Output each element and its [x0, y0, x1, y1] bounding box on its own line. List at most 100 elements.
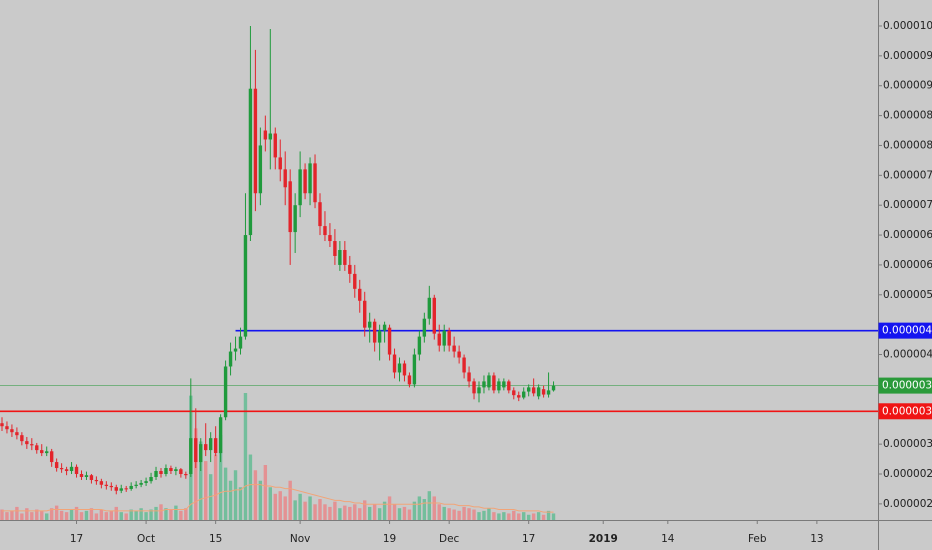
candle-body: [208, 438, 213, 451]
candle-body: [243, 235, 248, 337]
candle-body: [402, 363, 407, 376]
candle-body: [452, 345, 456, 352]
volume-bar: [114, 506, 118, 520]
candle-body: [238, 336, 243, 349]
volume-bar: [417, 496, 422, 520]
volume-bar: [387, 496, 392, 520]
candle-body: [283, 169, 287, 188]
volume-bar: [253, 470, 258, 520]
candle-body: [223, 366, 228, 418]
candle-body: [184, 474, 188, 476]
candle-body: [546, 390, 551, 395]
candle-body: [104, 484, 109, 486]
volume-bar: [5, 512, 9, 520]
volume-bar: [238, 487, 243, 520]
volume-bar: [54, 505, 59, 520]
y-tick-label: 0.00000550: [883, 289, 932, 301]
volume-bar: [84, 510, 89, 520]
x-tick-label: Feb: [748, 533, 767, 545]
candle-body: [303, 169, 307, 194]
candle-body: [134, 484, 138, 486]
candle-body: [328, 235, 332, 242]
volume-bar: [243, 393, 248, 520]
volume-bar: [119, 512, 123, 520]
volume-bar: [502, 512, 506, 520]
candle-body: [35, 445, 39, 451]
candle-body: [213, 438, 218, 454]
candle-body: [288, 181, 292, 233]
volume-bar: [452, 509, 456, 520]
candle-body: [397, 363, 402, 373]
candle-body: [422, 318, 427, 337]
volume-bar: [363, 500, 367, 520]
y-tick-label: 0.00000300: [883, 438, 932, 450]
volume-bar: [79, 512, 84, 520]
volume-bar: [268, 487, 273, 520]
volume-bar: [174, 505, 178, 520]
candle-body: [308, 163, 312, 194]
volume-bar: [124, 513, 128, 520]
volume-bar: [487, 508, 491, 520]
volume-bar: [348, 506, 352, 520]
volume-bar: [154, 506, 158, 520]
candle-body: [382, 324, 387, 331]
volume-bar: [353, 504, 357, 520]
y-tick-label: 0.00000950: [883, 50, 932, 62]
x-tick-label: Dec: [439, 533, 460, 545]
volume-bar: [546, 510, 551, 520]
candle-body: [526, 387, 531, 392]
candle-body: [268, 133, 273, 140]
y-tick-label: 0.00000250: [883, 468, 932, 480]
volume-bar: [377, 508, 382, 520]
candle-body: [343, 249, 347, 265]
candle-body: [233, 348, 238, 352]
candle-body: [457, 351, 461, 358]
volume-bar: [313, 504, 317, 520]
candle-body: [15, 432, 19, 436]
volume-bar: [208, 474, 213, 520]
volume-bar: [25, 508, 29, 520]
candle-body: [472, 381, 476, 394]
volume-bar: [551, 513, 556, 520]
candle-body: [358, 288, 362, 301]
volume-bar: [64, 512, 69, 520]
volume-bar: [288, 480, 292, 520]
candle-body: [30, 444, 34, 446]
price-label-box: [878, 403, 932, 420]
price-label: 0.00000355: [882, 405, 932, 417]
candle-body: [119, 488, 123, 491]
candle-body: [333, 241, 337, 256]
volume-bar: [59, 510, 64, 520]
candle-body: [179, 469, 183, 475]
y-tick-label: 0.00000700: [883, 199, 932, 211]
candle-body: [427, 297, 432, 319]
volume-bar: [457, 510, 461, 520]
y-tick-label: 0.00000200: [883, 498, 932, 510]
candle-body: [263, 130, 268, 140]
x-tick-label: 15: [209, 533, 222, 545]
volume-bar: [233, 470, 238, 520]
candle-body: [531, 387, 536, 394]
candle-body: [154, 471, 158, 477]
x-tick-label: Oct: [137, 533, 155, 545]
candle-body: [64, 469, 69, 472]
candle-body: [377, 330, 382, 343]
candle-body: [253, 88, 258, 194]
candle-body: [0, 423, 4, 427]
candle-body: [298, 169, 302, 206]
volume-bar: [467, 508, 471, 520]
volume-ma-line: [1, 484, 554, 513]
volume-bar: [402, 506, 407, 520]
candle-body: [25, 441, 29, 445]
volume-bar: [437, 504, 441, 520]
candle-body: [149, 476, 153, 482]
candle-body: [293, 205, 297, 233]
y-tick-label: 0.00000650: [883, 229, 932, 241]
candle-body: [45, 451, 49, 454]
candle-body: [94, 479, 99, 482]
candle-body: [387, 327, 392, 355]
volume-bar: [20, 513, 24, 520]
volume-bar: [462, 506, 466, 520]
candle-body: [447, 330, 451, 346]
